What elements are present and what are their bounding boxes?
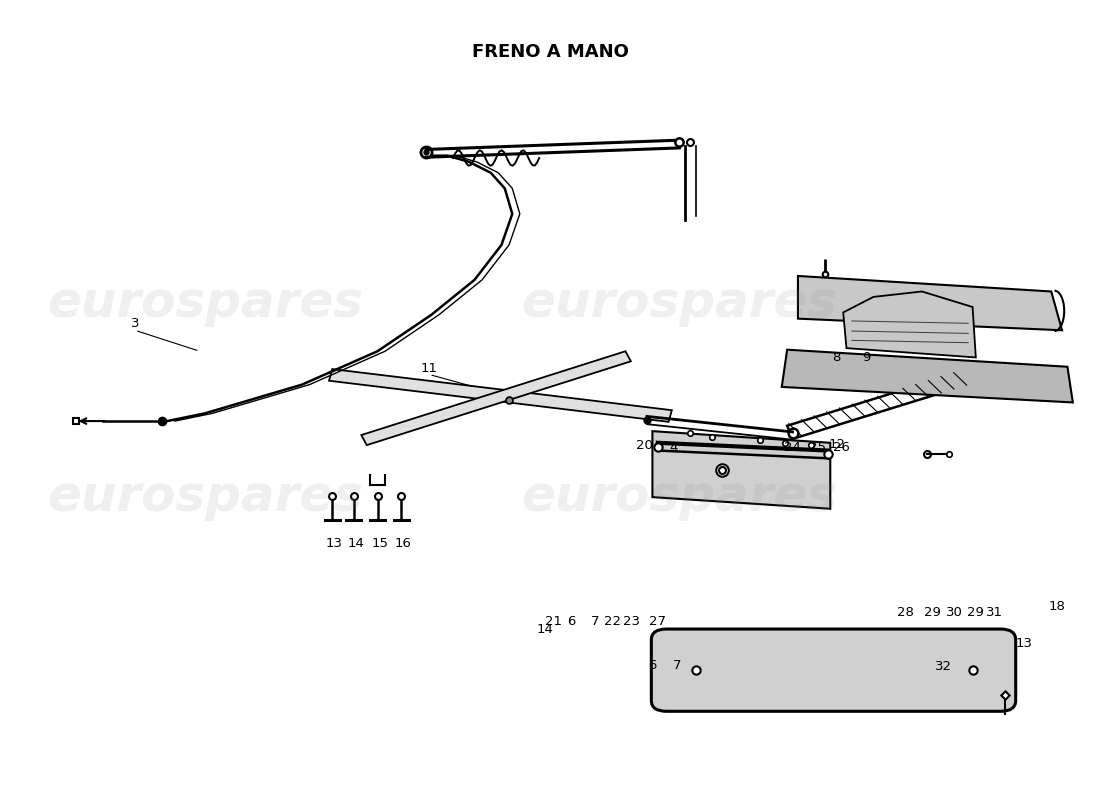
Text: 13: 13: [1015, 637, 1033, 650]
Polygon shape: [782, 350, 1072, 402]
Text: 23: 23: [624, 615, 640, 628]
Text: 25: 25: [808, 442, 826, 454]
Text: 30: 30: [946, 606, 962, 618]
Text: 12: 12: [828, 438, 845, 451]
Text: 24: 24: [784, 442, 801, 454]
Text: 18: 18: [1048, 599, 1065, 613]
Text: 28: 28: [898, 606, 914, 618]
Text: 6: 6: [648, 658, 657, 671]
Text: 6: 6: [568, 615, 575, 628]
Text: 26: 26: [833, 442, 849, 454]
Text: FRENO A MANO: FRENO A MANO: [472, 43, 628, 61]
Text: eurospares: eurospares: [47, 279, 363, 327]
Polygon shape: [788, 369, 976, 439]
Text: eurospares: eurospares: [47, 473, 363, 521]
Polygon shape: [361, 351, 630, 445]
Polygon shape: [844, 291, 976, 358]
Text: 15: 15: [371, 538, 388, 550]
Text: 29: 29: [924, 606, 942, 618]
Polygon shape: [329, 369, 672, 422]
Text: 21: 21: [544, 615, 562, 628]
Text: 27: 27: [649, 615, 667, 628]
Text: 11: 11: [421, 362, 438, 374]
Text: 3: 3: [131, 318, 140, 330]
Text: 13: 13: [326, 538, 343, 550]
Text: 29: 29: [967, 606, 984, 618]
Polygon shape: [652, 431, 830, 509]
Text: 7: 7: [673, 658, 682, 671]
Text: 31: 31: [986, 606, 1002, 618]
Text: 16: 16: [395, 538, 411, 550]
Text: 20: 20: [637, 439, 653, 452]
Text: 8: 8: [833, 351, 840, 364]
Text: eurospares: eurospares: [521, 473, 837, 521]
Polygon shape: [798, 276, 1062, 330]
Text: 32: 32: [935, 660, 952, 673]
FancyBboxPatch shape: [651, 629, 1015, 711]
Text: eurospares: eurospares: [521, 279, 837, 327]
Text: 22: 22: [604, 615, 622, 628]
Text: 14: 14: [348, 538, 364, 550]
Text: 4: 4: [670, 442, 679, 454]
Text: 9: 9: [862, 351, 871, 364]
Text: 7: 7: [591, 615, 600, 628]
Text: 14: 14: [536, 623, 553, 636]
